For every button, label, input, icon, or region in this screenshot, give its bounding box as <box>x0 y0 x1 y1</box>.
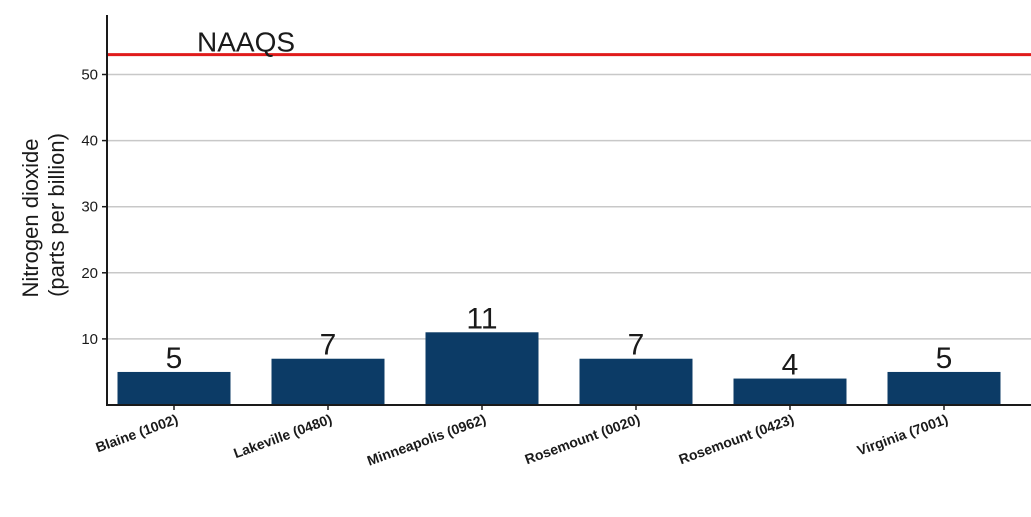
data-label: 11 <box>466 302 497 335</box>
y-axis-label-line2: (parts per billion) <box>44 133 69 297</box>
bar <box>733 378 847 405</box>
y-tick-label: 40 <box>81 133 98 150</box>
bar <box>579 358 693 405</box>
x-tick-label: Rosemount (0423) <box>677 411 797 468</box>
y-tick-label: 10 <box>81 331 98 348</box>
x-tick-label: Blaine (1002) <box>93 411 180 456</box>
y-tick-label: 50 <box>81 66 98 83</box>
reference-line-group: NAAQS <box>107 27 1031 58</box>
y-tick-labels: 10 20 30 40 50 <box>81 66 98 347</box>
x-tick-label: Virginia (7001) <box>855 411 950 459</box>
bar <box>271 358 385 405</box>
bars <box>117 332 1001 405</box>
bar <box>117 371 231 405</box>
x-tick-label: Minneapolis (0962) <box>365 411 488 469</box>
y-axis-label: Nitrogen dioxide (parts per billion) <box>18 132 69 297</box>
data-label: 7 <box>320 329 337 362</box>
data-label: 5 <box>936 342 953 375</box>
y-tick-label: 20 <box>81 265 98 282</box>
bar <box>887 371 1001 405</box>
y-axis-label-line1: Nitrogen dioxide <box>18 139 43 298</box>
x-tick-labels: Blaine (1002) Lakeville (0480) Minneapolis… <box>93 411 950 469</box>
x-tick-label: Rosemount (0020) <box>523 411 643 468</box>
data-label: 5 <box>166 342 183 375</box>
data-label: 4 <box>782 349 799 382</box>
y-tick-label: 30 <box>81 199 98 216</box>
bar <box>425 332 539 405</box>
grid-lines <box>107 73 1031 340</box>
data-label: 7 <box>628 329 645 362</box>
reference-line-label: NAAQS <box>197 27 295 58</box>
data-labels: 5 7 11 7 4 5 <box>166 302 953 381</box>
axes <box>102 15 1031 410</box>
x-tick-label: Lakeville (0480) <box>231 411 334 461</box>
